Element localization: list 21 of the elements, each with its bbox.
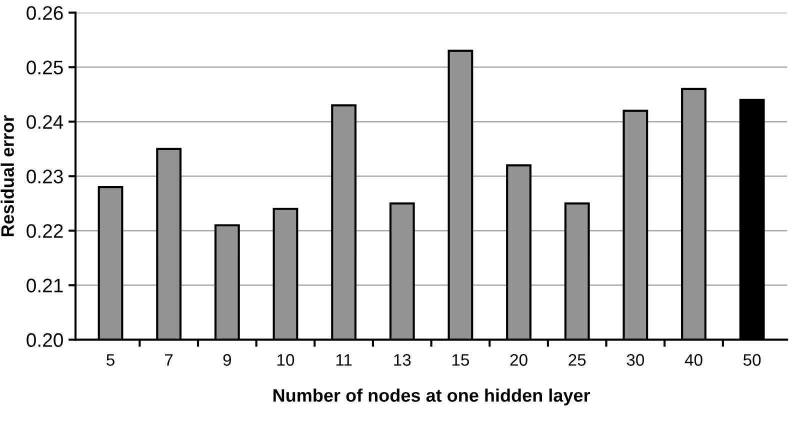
- x-tick-label: 25: [568, 354, 586, 366]
- x-tick-label: 10: [277, 354, 294, 366]
- x-tick-label: 20: [510, 354, 528, 366]
- x-axis-title: Number of nodes at one hidden layer: [273, 388, 590, 406]
- y-tick-label: 0.20: [26, 333, 63, 347]
- y-tick-label: 0.22: [26, 224, 63, 238]
- x-tick-label: 50: [743, 354, 761, 366]
- y-tick-label: 0.24: [26, 115, 64, 129]
- y-axis-title: Residual error: [0, 115, 14, 236]
- y-tick-label: 0.21: [26, 278, 63, 292]
- x-tick-label: 5: [106, 354, 114, 366]
- y-tick-label: 0.23: [26, 170, 63, 184]
- x-tick-label: 30: [626, 354, 644, 366]
- x-tick-label: 7: [165, 354, 173, 366]
- x-tick-label: 11: [336, 354, 352, 366]
- x-tick-label: 15: [452, 354, 470, 366]
- y-tick-label: 0.25: [26, 60, 63, 74]
- y-tick-label: 0.26: [26, 6, 63, 20]
- x-tick-label: 40: [684, 354, 702, 366]
- x-tick-label: 13: [394, 354, 411, 366]
- x-tick-label: 9: [223, 354, 232, 366]
